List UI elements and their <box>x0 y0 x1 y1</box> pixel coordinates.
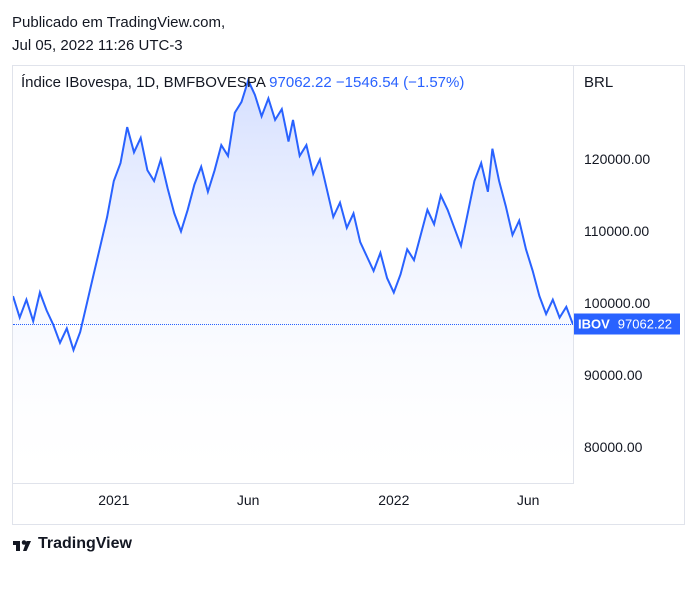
plot-area[interactable]: Índice IBovespa, 1D, BMFBOVESPA 97062.22… <box>13 66 574 484</box>
legend-change-pct: (−1.57%) <box>403 74 464 91</box>
tradingview-logo-icon <box>12 537 32 551</box>
published-on: Publicado em TradingView.com, <box>12 12 685 35</box>
chart-frame[interactable]: Índice IBovespa, 1D, BMFBOVESPA 97062.22… <box>12 65 685 525</box>
x-tick-label: Jun <box>237 492 260 508</box>
chart-svg <box>13 66 573 483</box>
last-price-line <box>13 324 573 325</box>
y-axis: BRL IBOV 97062.22 80000.00 90000.00 100000… <box>574 66 684 484</box>
x-tick-label: 2021 <box>98 492 129 508</box>
y-tick-label: 100000.00 <box>584 295 650 311</box>
last-price-tag: IBOV 97062.22 <box>574 314 680 335</box>
y-tick-label: 90000.00 <box>584 367 642 383</box>
footer-attribution: TradingView <box>12 535 685 553</box>
legend-name: Índice IBovespa, 1D, BMFBOVESPA <box>21 74 265 91</box>
currency-label: BRL <box>584 74 613 91</box>
publish-header: Publicado em TradingView.com, Jul 05, 20… <box>12 12 685 57</box>
chart-legend: Índice IBovespa, 1D, BMFBOVESPA 97062.22… <box>21 74 464 91</box>
x-tick-label: 2022 <box>378 492 409 508</box>
x-tick-label: Jun <box>517 492 540 508</box>
x-axis: 2021 Jun 2022 Jun <box>13 484 574 524</box>
y-tick-label: 110000.00 <box>584 223 649 239</box>
legend-last: 97062.22 <box>269 74 332 91</box>
price-tag-symbol: IBOV <box>578 317 610 332</box>
y-tick-label: 80000.00 <box>584 439 642 455</box>
price-tag-value: 97062.22 <box>618 317 672 332</box>
published-timestamp: Jul 05, 2022 11:26 UTC-3 <box>12 35 685 58</box>
legend-change-abs: −1546.54 <box>336 74 399 91</box>
footer-brand: TradingView <box>38 535 132 553</box>
y-tick-label: 120000.00 <box>584 151 650 167</box>
